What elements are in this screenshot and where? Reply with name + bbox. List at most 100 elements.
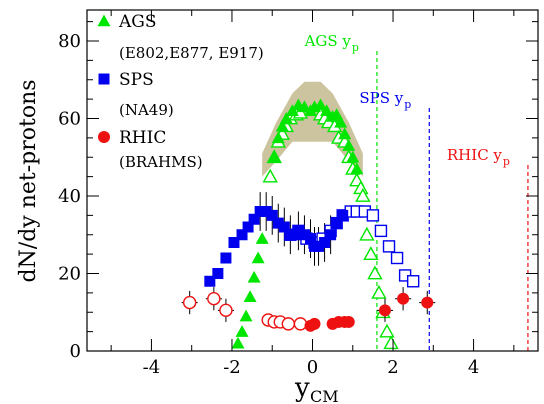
data-point-ags [342, 139, 356, 151]
data-point-ags-open [383, 335, 399, 350]
x-tick-label: -2 [223, 357, 241, 378]
data-point-rhic-open [281, 317, 296, 331]
data-point-sps [298, 229, 310, 241]
data-point-rhic-open [219, 303, 233, 318]
ags-systematic-band [262, 81, 363, 177]
y-tick-label: 20 [58, 264, 81, 285]
data-point-sps [272, 217, 284, 229]
data-point-ags [346, 150, 360, 163]
y-tick-label: 60 [58, 109, 81, 130]
data-point-ags-open [355, 188, 371, 202]
data-point-ags-open [359, 226, 375, 241]
beam-label-sub-rhic: p [503, 155, 510, 168]
data-point-ags-open [379, 323, 395, 338]
data-point-ags [255, 232, 269, 244]
data-point-sps-open [390, 251, 404, 265]
x-axis-label: y CM [294, 373, 339, 404]
ags-band-layer [262, 81, 363, 177]
plot-frame [86, 9, 539, 352]
data-point-ags [267, 150, 281, 163]
legend-marker-sps [98, 73, 110, 85]
data-point-sps [220, 252, 232, 264]
legend-marker-rhic [98, 131, 110, 143]
beam-label-sub-sps: p [404, 98, 411, 111]
legend-sublabel-ags: (E802,E877, E917) [119, 44, 264, 62]
legend-label-ags: AGS [118, 12, 157, 32]
data-point-ags [279, 112, 293, 124]
data-point-ags-open [371, 284, 387, 299]
x-tick-label: 0 [307, 357, 318, 378]
data-point-ags-open [367, 265, 383, 280]
data-point-sps [248, 213, 260, 225]
data-point-sps [313, 240, 325, 252]
beam-label-rhic: RHIC y [447, 146, 503, 164]
x-tick-label: 4 [468, 357, 479, 378]
data-point-ags [350, 162, 364, 175]
data-point-ags [275, 119, 289, 132]
data-point-rhic-open [182, 295, 197, 310]
data-point-sps [266, 209, 278, 221]
data-point-sps [212, 268, 224, 279]
data-point-sps [331, 217, 343, 229]
data-point-sps [236, 229, 248, 241]
data-point-ags [334, 115, 348, 128]
x-axis-label-main: y [294, 373, 310, 403]
data-point-ags [330, 108, 344, 120]
data-point-sps [204, 275, 216, 287]
data-point-ags [231, 336, 245, 349]
x-tick-label: -4 [143, 357, 161, 378]
series-rhic [181, 287, 436, 332]
data-point-sps [304, 233, 316, 245]
data-point-rhic [397, 292, 410, 305]
data-point-sps [254, 206, 266, 217]
data-point-sps [292, 225, 304, 237]
data-point-sps-open [406, 275, 420, 288]
x-axis-label-subscript: CM [310, 387, 339, 404]
data-point-rhic-open [293, 317, 308, 331]
y-tick-label: 40 [58, 186, 81, 207]
beam-label-sub-ags: p [352, 41, 359, 54]
data-point-sps [319, 237, 331, 248]
data-point-ags [338, 127, 352, 140]
data-point-ags [314, 98, 328, 111]
data-point-ags [271, 131, 285, 144]
data-point-ags [320, 104, 334, 116]
x-tick-label: 2 [387, 357, 398, 378]
data-point-sps [260, 206, 272, 217]
legend-label-sps: SPS [119, 70, 154, 90]
legend-label-rhic: RHIC [119, 128, 166, 148]
beam-label-sps: SPS y [359, 89, 403, 107]
y-axis-label: dN/dy net-protons [16, 79, 41, 282]
data-point-rhic [378, 304, 391, 317]
data-point-ags [239, 309, 253, 322]
beam-label-ags: AGS y [304, 32, 352, 50]
data-point-ags [297, 100, 311, 113]
legend-sublabel-rhic: (BRAHMS) [119, 153, 203, 171]
y-tick-label: 80 [58, 31, 81, 52]
series-sps [204, 192, 420, 288]
data-point-sps-open [374, 224, 388, 238]
data-point-sps [228, 237, 240, 248]
data-point-sps-open [366, 209, 380, 222]
data-point-rhic [342, 315, 355, 328]
legend: AGS (E802,E877, E917) SPS (NA49) RHIC (BRAHMS… [97, 12, 264, 171]
data-point-sps-open [382, 240, 396, 253]
data-point-ags-open [363, 246, 379, 261]
legend-sublabel-sps: (NA49) [119, 101, 174, 119]
data-point-ags [243, 290, 257, 302]
legend-marker-ags [97, 14, 111, 27]
data-point-ags-open [262, 168, 278, 183]
data-point-ags [251, 251, 265, 264]
data-point-ags [247, 270, 261, 283]
data-layer [181, 98, 436, 350]
data-point-sps [325, 229, 337, 241]
data-point-ags [235, 325, 249, 337]
data-point-sps [278, 221, 290, 233]
data-point-rhic [308, 317, 321, 330]
y-tick-label: 0 [70, 341, 81, 362]
data-point-rhic [421, 296, 434, 309]
data-point-sps [242, 221, 254, 233]
